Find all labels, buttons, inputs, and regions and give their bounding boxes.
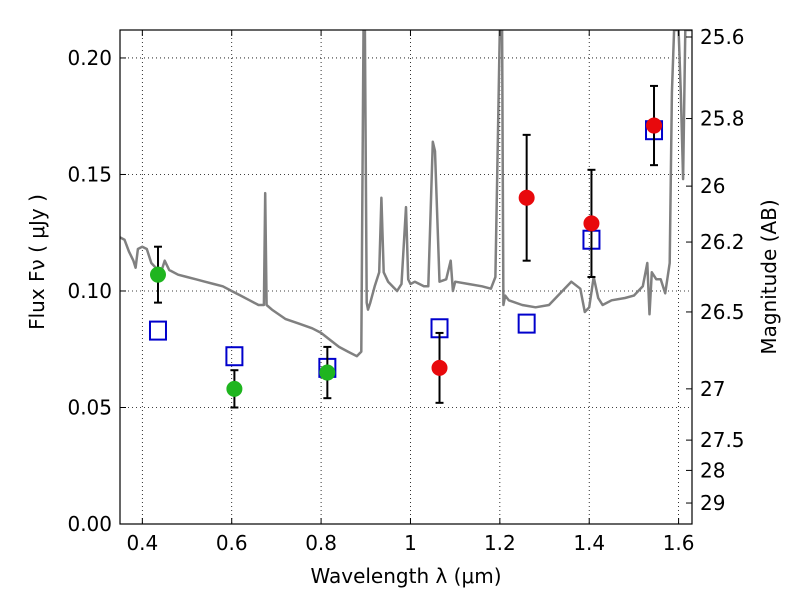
x-tick-label: 0.4 <box>126 531 158 555</box>
magnitude-tick-label: 25.8 <box>700 107 745 131</box>
x-tick-label: 1 <box>404 531 417 555</box>
plot-area <box>120 30 692 409</box>
magnitude-tick-label: 26.5 <box>700 300 745 324</box>
magnitude-tick-label: 26 <box>700 174 725 198</box>
observed-flux-point <box>226 380 243 397</box>
y-axis-title-left: Flux Fν ( μJy ) <box>25 194 49 330</box>
x-tick-label: 0.8 <box>305 531 337 555</box>
model-photometry-square <box>148 320 167 341</box>
magnitude-tick-label: 27 <box>700 377 725 401</box>
magnitude-tick-label: 25.6 <box>700 25 745 49</box>
observed-flux-point <box>149 266 166 283</box>
axis-ticks: 0.4 0.6 0.8 1 1.2 1.4 1.6 0.00 0.05 0.10 0.15 0.20 2… <box>67 25 744 555</box>
y-tick-label: 0.05 <box>67 395 112 419</box>
model-sed-line <box>120 30 692 358</box>
observed-flux-point <box>431 359 448 376</box>
plot-frame <box>119 29 693 525</box>
x-tick-label: 1.2 <box>484 531 516 555</box>
x-tick-label: 1.4 <box>573 531 605 555</box>
x-tick-label: 0.6 <box>216 531 248 555</box>
magnitude-tick-label: 29 <box>700 491 725 515</box>
observed-flux-point <box>646 117 663 134</box>
observed-flux-point <box>319 364 336 381</box>
y-tick-label: 0.20 <box>67 46 112 70</box>
y-axis-title-right: Magnitude (AB) <box>757 199 781 354</box>
model-photometry-square <box>517 313 536 334</box>
magnitude-tick-label: 27.5 <box>700 428 745 452</box>
x-tick-label: 1.6 <box>663 531 695 555</box>
magnitude-tick-label: 28 <box>700 458 725 482</box>
y-tick-label: 0.00 <box>67 512 112 536</box>
x-axis-title: Wavelength λ (μm) <box>310 564 501 588</box>
observed-flux-point <box>518 189 535 206</box>
y-tick-label: 0.15 <box>67 162 112 186</box>
model-photometry-square <box>225 346 244 367</box>
observed-flux-point <box>583 215 600 232</box>
magnitude-tick-label: 26.2 <box>700 230 745 254</box>
y-tick-label: 0.10 <box>67 279 112 303</box>
